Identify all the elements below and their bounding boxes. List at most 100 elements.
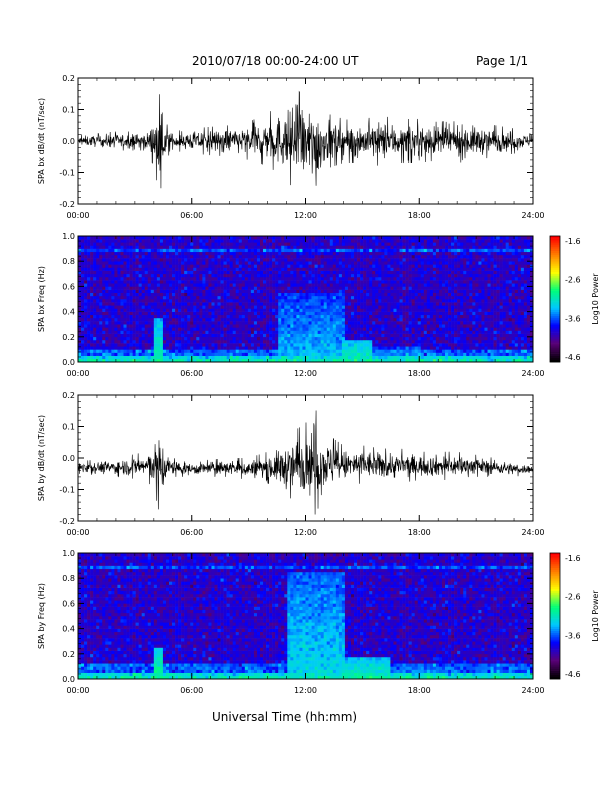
spectrogram-cell: [187, 343, 191, 347]
spectrogram-cell: [223, 352, 227, 356]
spectrogram-cell: [253, 314, 258, 319]
spectrogram-cell: [287, 355, 291, 360]
spectrogram-cell: [184, 270, 188, 275]
spectrogram-cell: [178, 302, 182, 306]
spectrogram-cell: [281, 286, 285, 290]
spectrogram-cell: [429, 286, 434, 290]
spectrogram-cell: [214, 321, 218, 325]
spectrogram-cell: [399, 349, 403, 353]
spectrogram-cell: [153, 302, 158, 306]
spectrogram-cell: [393, 333, 397, 338]
spectrogram-cell: [172, 324, 176, 328]
spectrogram-cell: [132, 343, 136, 347]
spectrogram-cell: [147, 276, 152, 281]
spectrogram-cell: [99, 280, 103, 284]
spectrogram-cell: [178, 339, 182, 344]
spectrogram-cell: [211, 261, 215, 265]
spectrogram-cell: [111, 251, 115, 256]
spectrogram-cell: [308, 314, 312, 319]
spectrogram-cell: [381, 239, 385, 243]
spectrogram-cell: [302, 254, 306, 259]
spectrogram-cell: [165, 302, 170, 306]
spectrogram-cell: [411, 358, 415, 363]
spectrogram-cell: [129, 311, 133, 316]
spectrogram-cell: [241, 283, 246, 287]
spectrogram-cell: [84, 258, 88, 262]
spectrogram-cell: [384, 292, 388, 297]
spectrogram-cell: [211, 276, 215, 281]
spectrogram-cell: [396, 299, 400, 303]
spectrogram-cell: [429, 239, 434, 243]
spectrogram-cell: [293, 251, 297, 256]
spectrogram-cell: [281, 343, 285, 347]
spectrogram-cell: [165, 295, 170, 300]
spectrogram-cell: [226, 264, 230, 268]
spectrogram-cell: [96, 264, 100, 268]
spectrogram-cell: [111, 308, 115, 312]
spectrogram-cell: [311, 336, 315, 341]
spectrogram-cell: [290, 324, 294, 328]
spectrogram-cell: [347, 343, 352, 347]
spectrogram-cell: [175, 355, 179, 360]
spectrogram-cell: [366, 330, 370, 334]
spectrogram-cell: [162, 267, 167, 271]
spectrogram-cell: [135, 242, 139, 246]
spectrogram-cell: [223, 251, 227, 256]
spectrogram-cell: [354, 236, 358, 240]
spectrogram-cell: [108, 283, 112, 287]
spectrogram-cell: [153, 289, 158, 293]
spectrogram-cell: [396, 333, 400, 338]
spectrogram-cell: [442, 327, 446, 331]
spectrogram-cell: [381, 267, 385, 271]
spectrogram-cell: [247, 264, 252, 268]
spectrogram-cell: [184, 343, 188, 347]
spectrogram-cell: [293, 239, 297, 243]
spectrogram-cell: [284, 245, 288, 249]
spectrogram-cell: [290, 261, 294, 265]
spectrogram-cell: [111, 352, 115, 356]
spectrogram-cell: [338, 330, 343, 334]
spectrogram-cell: [314, 308, 318, 312]
spectrogram-cell: [411, 317, 415, 322]
spectrogram-cell: [260, 239, 264, 243]
spectrogram-cell: [169, 276, 173, 281]
spectrogram-cell: [238, 330, 243, 334]
spectrogram-cell: [229, 295, 233, 300]
spectrogram-cell: [320, 258, 324, 262]
spectrogram-cell: [363, 248, 367, 253]
spectrogram-cell: [296, 317, 300, 322]
spectrogram-cell: [202, 308, 206, 312]
spectrogram-cell: [293, 273, 297, 278]
spectrogram-cell: [423, 302, 428, 306]
spectrogram-cell: [202, 302, 206, 306]
spectrogram-cell: [308, 299, 312, 303]
spectrogram-cell: [296, 346, 300, 350]
spectrogram-cell: [193, 280, 197, 284]
spectrogram-cell: [293, 295, 297, 300]
spectrogram-cell: [196, 317, 200, 322]
spectrogram-cell: [159, 273, 164, 278]
spectrogram-cell: [226, 242, 230, 246]
spectrogram-cell: [208, 273, 212, 278]
spectrogram-cell: [296, 339, 300, 344]
spectrogram-cell: [78, 336, 82, 341]
spectrogram-cell: [357, 358, 361, 363]
spectrogram-cell: [314, 305, 318, 309]
spectrogram-cell: [429, 295, 434, 300]
spectrogram-cell: [387, 330, 391, 334]
spectrogram-cell: [187, 251, 191, 256]
spectrogram-cell: [138, 339, 142, 344]
spectrogram-cell: [184, 358, 188, 363]
spectrogram-cell: [90, 324, 94, 328]
spectrogram-cell: [196, 311, 200, 316]
spectrogram-cell: [360, 267, 364, 271]
spectrogram-cell: [135, 251, 139, 256]
spectrogram-cell: [132, 308, 136, 312]
spectrogram-cell: [232, 283, 237, 287]
spectrogram-cell: [338, 270, 343, 275]
spectrogram-cell: [208, 283, 212, 287]
spectrogram-cell: [366, 302, 370, 306]
spectrogram-cell: [238, 333, 243, 338]
spectrogram-cell: [232, 258, 237, 262]
spectrogram-cell: [378, 248, 382, 253]
